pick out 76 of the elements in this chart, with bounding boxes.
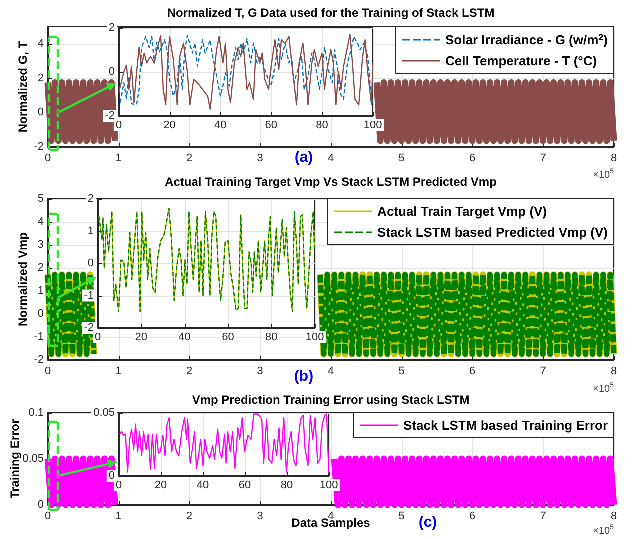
x-tick-label: 100	[320, 480, 338, 492]
text: (c)	[418, 514, 438, 532]
y-tick-label: 2	[88, 193, 94, 205]
x-tick-label: 60	[265, 120, 278, 132]
y-tick-label: 2	[108, 22, 115, 34]
y-tick-label: -1	[34, 331, 44, 343]
x-tick-label: 60	[222, 332, 234, 344]
y-tick-label: 0.1	[28, 407, 44, 419]
x-tick-label: 6	[469, 510, 476, 522]
text: (a)	[294, 149, 314, 166]
x-tick-label: 6	[469, 366, 476, 378]
y-tick-label: 5	[38, 193, 44, 205]
x-tick-label: 20	[135, 332, 148, 344]
x-tick-label: 5	[398, 366, 405, 378]
x-tick-label: 3	[257, 152, 264, 164]
y-axis-title: Normalized G, T	[16, 40, 30, 133]
x-tick-label: 8	[610, 366, 618, 378]
x-tick-label: 5	[398, 152, 405, 164]
x-tick-label: 2	[186, 510, 193, 522]
text: ×10$^{5}$	[593, 382, 614, 395]
x-tick-label: 80	[316, 120, 328, 132]
text: ×10$^{5}$	[593, 168, 614, 181]
x-tick-label: 20	[154, 480, 168, 492]
x-tick-label: 8	[610, 152, 618, 164]
chart-title: Actual Training Target Vmp Vs Stack LSTM Predicted Vmp	[165, 175, 497, 189]
y-tick-label: 0.05	[94, 407, 115, 419]
y-tick-label: -1	[84, 290, 94, 302]
legend-label: Stack LSTM based Training Error	[404, 418, 608, 433]
y-tick-label: -2	[84, 322, 94, 334]
y-tick-label: 3	[38, 239, 44, 251]
x-tick-label: 6	[469, 152, 476, 164]
chart-title: Normalized T, G Data used for the Training of Stack LSTM	[167, 6, 495, 20]
legend-label: Cell Temperature - T (°C)	[446, 54, 598, 68]
text: ×10$^{5}$	[593, 524, 614, 537]
y-tick-label: 1	[88, 225, 94, 238]
y-tick-label: 0	[108, 66, 115, 78]
x-tick-label: 7	[540, 366, 546, 378]
y-axis-title: Training Error	[8, 419, 22, 499]
y-tick-label: 0	[38, 308, 44, 320]
x-tick-label: 2	[186, 152, 193, 164]
y-tick-label: -2	[105, 110, 115, 122]
y-tick-label: 2	[38, 72, 44, 84]
y-tick-label: -2	[34, 141, 44, 153]
x-tick-label: 40	[196, 480, 210, 492]
chart-title: Vmp Prediction Training Error using Stack LSTM	[192, 393, 470, 407]
x-tick-label: 100	[306, 332, 324, 344]
legend-label: Actual Train Target Vmp (V)	[378, 204, 548, 219]
x-tick-label: 3	[257, 366, 264, 378]
x-tick-label: 2	[186, 366, 193, 378]
x-tick-label: 100	[364, 120, 382, 132]
x-tick-label: 5	[398, 510, 405, 522]
y-tick-label: 1	[38, 285, 44, 297]
x-tick-label: 7	[540, 152, 546, 164]
y-tick-label: 2	[38, 262, 44, 274]
x-tick-label: 40	[178, 332, 191, 344]
y-axis-title: Normalized Vmp	[16, 232, 30, 327]
x-tick-label: 80	[265, 332, 278, 344]
y-tick-label: 4	[38, 216, 44, 228]
x-tick-label: 80	[280, 480, 294, 492]
x-tick-label: 20	[164, 120, 176, 132]
y-tick-label: 4	[38, 38, 44, 50]
y-tick-label: 0	[38, 106, 44, 119]
x-tick-label: 7	[540, 510, 546, 522]
x-tick-label: 4	[328, 152, 334, 164]
x-tick-label: 4	[328, 366, 334, 378]
legend-label: Stack LSTM based Predicted Vmp (V)	[378, 225, 608, 240]
y-tick-label: 0	[108, 470, 115, 482]
x-tick-label: 40	[214, 120, 227, 132]
y-tick-label: -2	[34, 354, 44, 366]
y-tick-label: 0	[88, 258, 94, 270]
y-tick-label: 0	[38, 499, 44, 511]
y-tick-label: 0.05	[22, 453, 44, 465]
x-tick-label: 60	[238, 480, 252, 492]
text: (b)	[294, 368, 314, 386]
x-tick-label: 3	[257, 510, 264, 522]
x-tick-label: 8	[610, 510, 618, 522]
